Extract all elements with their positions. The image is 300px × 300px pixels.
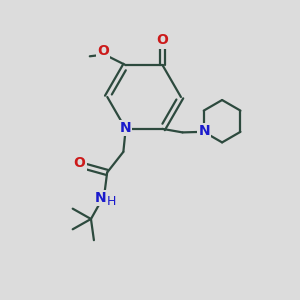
- Text: H: H: [107, 195, 117, 208]
- Text: N: N: [119, 121, 131, 135]
- Text: O: O: [97, 44, 109, 58]
- Text: N: N: [95, 191, 106, 206]
- Text: O: O: [74, 156, 86, 170]
- Text: N: N: [199, 124, 210, 138]
- Text: O: O: [157, 33, 169, 47]
